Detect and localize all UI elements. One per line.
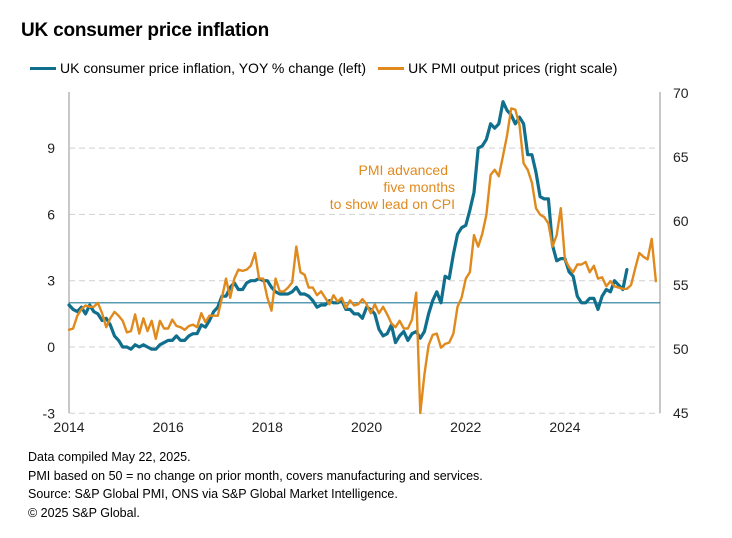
- legend-label-pmi: UK PMI output prices (right scale): [408, 60, 618, 76]
- footer-pmi-note: PMI based on 50 = no change on prior mon…: [28, 468, 483, 483]
- annotation-line-2: five months: [383, 179, 455, 195]
- series-line-pmi: [67, 107, 658, 415]
- x-tick-label: 2018: [252, 419, 283, 435]
- y-right-tick-label: 60: [673, 213, 689, 229]
- y-left-tick-label: -3: [43, 405, 56, 421]
- y-left-tick-label: 6: [47, 206, 55, 222]
- x-tick-label: 2024: [549, 419, 580, 435]
- x-tick-label: 2016: [153, 419, 184, 435]
- axes: [68, 92, 661, 413]
- footer-copyright: © 2025 S&P Global.: [28, 505, 140, 520]
- footer-source: Source: S&P Global PMI, ONS via S&P Glob…: [28, 487, 398, 501]
- y-right-tick-label: 65: [673, 149, 689, 165]
- y-right-tick-label: 55: [673, 277, 689, 293]
- footer-compiled: Data compiled May 22, 2025.: [28, 450, 191, 464]
- legend-swatch-pmi: [378, 66, 405, 70]
- y-left-tick-label: 0: [47, 339, 55, 355]
- y-right-tick-label: 70: [673, 85, 689, 101]
- gridlines: [69, 147, 660, 414]
- y-right-tick-label: 50: [673, 341, 689, 357]
- tick-labels: -3 0 3 6 9 45 50 55 60 65 70 2014 2016 2018 2020 2022 20…: [43, 85, 689, 435]
- annotation-line-3: to show lead on CPI: [330, 196, 455, 212]
- legend-swatch-cpi: [30, 66, 56, 70]
- x-tick-label: 2014: [53, 419, 84, 435]
- legend-label-cpi: UK consumer price inflation, YOY % chang…: [60, 60, 367, 76]
- x-tick-label: 2020: [351, 419, 382, 435]
- y-left-tick-label: 9: [47, 140, 55, 156]
- series-line-cpi: [67, 100, 629, 351]
- y-right-tick-label: 45: [673, 405, 689, 421]
- legend: UK consumer price inflation, YOY % chang…: [30, 60, 629, 76]
- y-left-tick-label: 3: [47, 273, 55, 289]
- footer-notes: Data compiled May 22, 2025. PMI based on…: [28, 448, 483, 522]
- series-lines: [67, 100, 660, 415]
- legend-item-cpi: UK consumer price inflation, YOY % chang…: [30, 60, 366, 76]
- x-tick-label: 2022: [450, 419, 481, 435]
- chart-title: UK consumer price inflation: [21, 20, 269, 41]
- annotation-line-1: PMI advanced: [359, 162, 449, 178]
- legend-item-pmi: UK PMI output prices (right scale): [378, 60, 617, 76]
- annotation-group: PMI advanced five months to show lead on…: [330, 162, 455, 212]
